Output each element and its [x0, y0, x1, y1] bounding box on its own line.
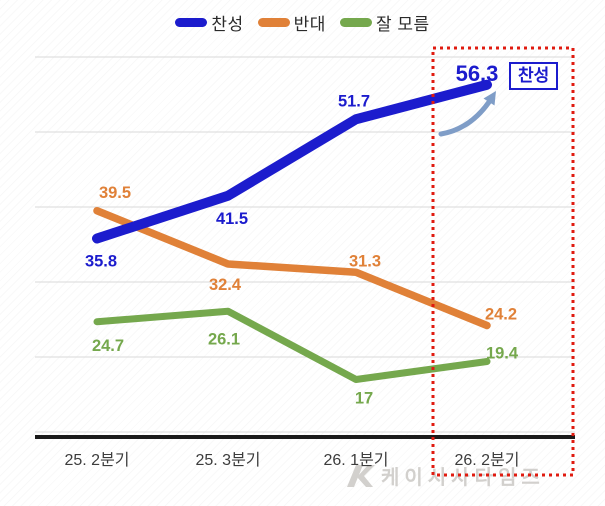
watermark-text: 케이시사타임즈 [381, 467, 545, 489]
watermark: 케이시사타임즈 [344, 461, 545, 490]
data-label: 31.3 [349, 252, 381, 270]
data-label: 41.5 [216, 210, 248, 228]
data-label: 17 [355, 390, 373, 408]
watermark-logo-icon [347, 464, 375, 487]
data-label: 26.1 [208, 330, 240, 348]
data-label: 24.7 [92, 337, 124, 355]
x-axis-label-q1: 25. 2분기 [64, 452, 130, 469]
legend-swatch-approve-icon [175, 18, 208, 27]
data-label: 51.7 [338, 92, 370, 110]
x-axis-label-q3: 26. 1분기 [323, 452, 389, 469]
x-axis-label-q2: 25. 3분기 [195, 452, 261, 469]
data-label: 32.4 [209, 276, 242, 294]
legend-label-oppose: 반대 [293, 15, 326, 34]
legend-item-unsure: 잘 모름 [339, 10, 430, 35]
chart-legend: 찬성 반대 잘 모름 [0, 10, 605, 35]
data-label: 56.3 [456, 61, 499, 86]
legend-label-approve: 찬성 [211, 15, 244, 34]
legend-swatch-unsure-icon [339, 18, 372, 27]
legend-label-unsure: 잘 모름 [375, 15, 430, 34]
legend-item-oppose: 반대 [257, 10, 326, 35]
data-label: 24.2 [485, 306, 517, 324]
data-label: 19.4 [486, 345, 519, 363]
x-axis-label-q4: 26. 2분기 [454, 452, 520, 469]
data-label: 39.5 [99, 184, 131, 202]
legend-item-approve: 찬성 [175, 10, 243, 35]
legend-swatch-oppose-icon [257, 18, 290, 27]
highlight-annotation-box: 찬성 [509, 62, 559, 90]
data-label: 35.8 [85, 253, 117, 271]
